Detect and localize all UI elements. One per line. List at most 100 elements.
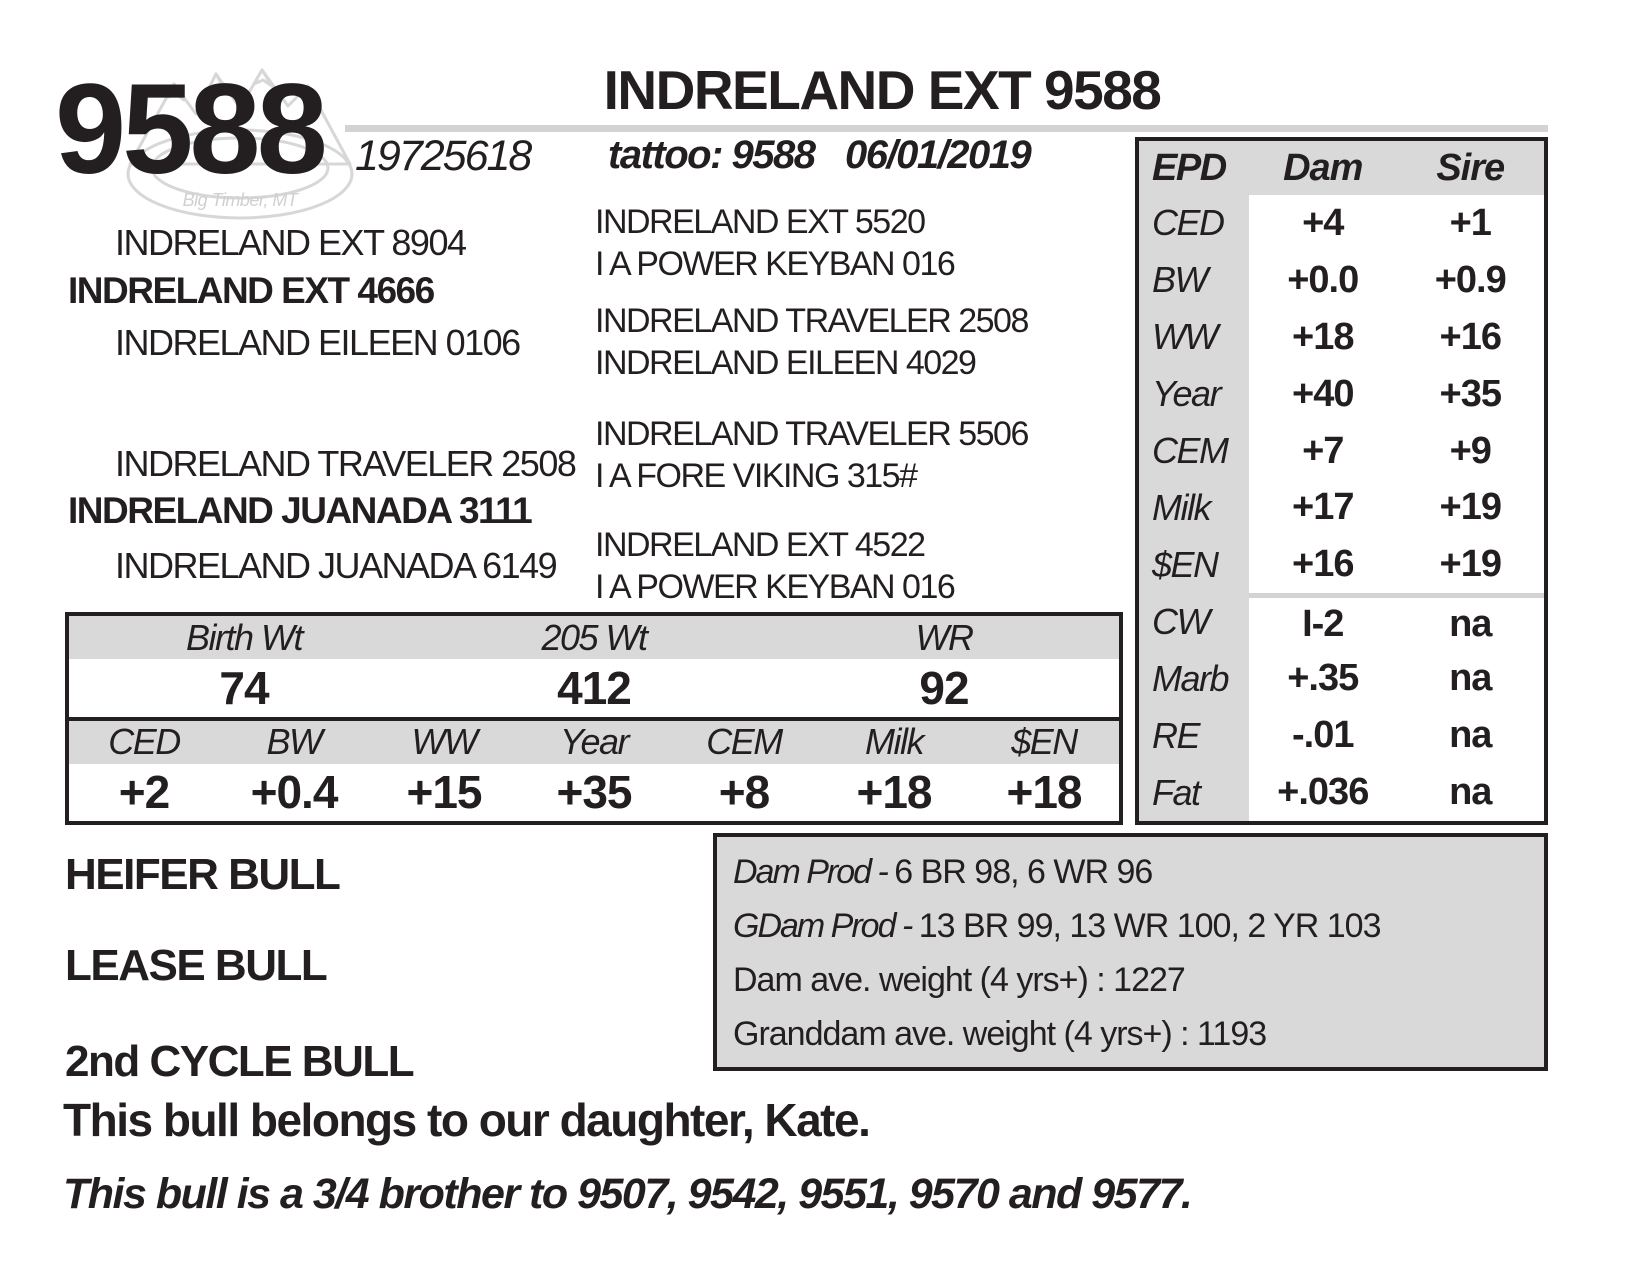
weights-value: 92 — [919, 661, 969, 714]
own-epd-value: +18 — [856, 766, 932, 819]
epd-label: Milk — [1139, 479, 1249, 537]
epd-label: Marb — [1139, 650, 1249, 708]
pedigree-ggp-5: INDRELAND TRAVELER 5506 — [595, 415, 1029, 453]
epd-dam-value: +0.0 — [1287, 258, 1359, 301]
epd-header-sire: Sire — [1396, 141, 1544, 195]
weights-header-row: Birth Wt 205 Wt WR — [69, 616, 1119, 659]
own-epd-value-row: +2 +0.4 +15 +35 +8 +18 +18 — [69, 764, 1119, 822]
epd-dam-value: +18 — [1292, 315, 1354, 358]
epd-row-milk: Milk +17 +19 — [1139, 479, 1544, 537]
pedigree-ggp-4: INDRELAND EILEEN 4029 — [595, 344, 977, 382]
own-epd-header: BW — [266, 721, 324, 762]
epd-dam-value: +40 — [1292, 372, 1354, 415]
pedigree-dam-name: INDRELAND JUANADA 3111 — [68, 490, 533, 531]
own-epd-header: CEM — [706, 721, 783, 762]
epd-dam-value: +.35 — [1287, 657, 1359, 700]
epd-dam-sire-table: EPD Dam Sire CED +4 +1 BW +0.0 +0.9 WW +… — [1135, 137, 1548, 825]
weights-header: 205 Wt — [541, 616, 648, 658]
pedigree-sire-name: INDRELAND EXT 4666 — [68, 270, 435, 311]
tag-heifer-bull: HEIFER BULL — [65, 850, 341, 899]
epd-header-label: EPD — [1139, 141, 1249, 195]
epd-label: Year — [1139, 365, 1249, 423]
epd-row-marb: Marb +.35 na — [1139, 650, 1544, 708]
own-epd-value: +18 — [1006, 766, 1082, 819]
pedigree-ggp-8: I A POWER KEYBAN 016 — [595, 568, 956, 606]
note-brothers: This bull is a 3/4 brother to 9507, 9542… — [63, 1170, 1193, 1218]
epd-dam-value: +.036 — [1277, 771, 1369, 814]
epd-sire-value: +19 — [1439, 543, 1502, 586]
dam-prod-value: 6 BR 98, 6 WR 96 — [894, 853, 1153, 891]
epd-header-dam: Dam — [1249, 141, 1397, 195]
performance-table: Birth Wt 205 Wt WR 74 412 92 CED BW WW Y… — [65, 612, 1123, 825]
birth-date: 06/01/2019 — [845, 133, 1032, 177]
performance-table-divider — [69, 716, 1119, 721]
ranch-logo-watermark: Big Timber, MT — [126, 68, 354, 220]
pedigree-sire-granddam: INDRELAND EILEEN 0106 — [115, 322, 521, 363]
epd-sire-value: +1 — [1449, 201, 1492, 244]
epd-label: WW — [1139, 308, 1249, 366]
epd-sire-value: na — [1449, 714, 1492, 757]
tag-2nd-cycle-bull: 2nd CYCLE BULL — [65, 1037, 415, 1086]
own-epd-header-row: CED BW WW Year CEM Milk $EN — [69, 720, 1119, 764]
pedigree-ggp-3: INDRELAND TRAVELER 2508 — [595, 302, 1029, 340]
dam-production-box: Dam Prod - 6 BR 98, 6 WR 96 GDam Prod - … — [713, 833, 1548, 1071]
epd-row-bw: BW +0.0 +0.9 — [1139, 251, 1544, 309]
epd-row-re: RE -.01 na — [1139, 707, 1544, 765]
weights-value: 74 — [219, 661, 269, 714]
epd-row-fat: Fat +.036 na — [1139, 764, 1544, 821]
granddam-ave-weight-line: Granddam ave. weight (4 yrs+) : 1193 — [733, 1007, 1528, 1061]
own-epd-header: CED — [108, 721, 181, 762]
weights-header: Birth Wt — [185, 616, 304, 658]
own-epd-header: WW — [411, 721, 478, 762]
own-epd-header: $EN — [1011, 721, 1078, 762]
pedigree-ggp-1: INDRELAND EXT 5520 — [595, 203, 926, 241]
epd-label: $EN — [1139, 536, 1249, 594]
epd-label: CEM — [1139, 422, 1249, 480]
gdam-prod-line: GDam Prod - 13 BR 99, 13 WR 100, 2 YR 10… — [733, 899, 1528, 953]
own-epd-value: +15 — [406, 766, 482, 819]
epd-dam-value: +16 — [1292, 543, 1354, 586]
note-ownership: This bull belongs to our daughter, Kate. — [63, 1094, 871, 1146]
epd-sire-value: +35 — [1439, 372, 1502, 415]
epd-label: BW — [1139, 251, 1249, 309]
own-epd-value: +35 — [556, 766, 632, 819]
epd-row-ww: WW +18 +16 — [1139, 308, 1544, 366]
pedigree-ggp-2: I A POWER KEYBAN 016 — [595, 245, 956, 283]
weights-header: WR — [915, 616, 974, 658]
dam-prod-line: Dam Prod - 6 BR 98, 6 WR 96 — [733, 845, 1528, 899]
own-epd-value: +0.4 — [250, 766, 339, 819]
epd-label: RE — [1139, 707, 1249, 765]
epd-table-header-row: EPD Dam Sire — [1139, 141, 1544, 195]
epd-dam-value: +17 — [1292, 486, 1354, 529]
epd-row-cem: CEM +7 +9 — [1139, 422, 1544, 480]
epd-label: CED — [1139, 195, 1249, 252]
epd-sire-value: na — [1449, 657, 1492, 700]
weights-value: 412 — [557, 661, 632, 714]
epd-sire-value: +16 — [1439, 315, 1502, 358]
gdam-prod-value: 13 BR 99, 13 WR 100, 2 YR 103 — [918, 907, 1382, 945]
weights-value-row: 74 412 92 — [69, 659, 1119, 717]
pedigree-dam-grandsire: INDRELAND TRAVELER 2508 — [115, 443, 577, 484]
own-epd-header: Milk — [865, 721, 924, 762]
own-epd-value: +2 — [118, 766, 170, 819]
epd-dam-value: -.01 — [1292, 714, 1354, 757]
lot-number: 9588 — [55, 58, 328, 201]
title-rule — [345, 125, 1548, 132]
epd-sire-value: na — [1449, 771, 1492, 814]
epd-sire-value: +19 — [1439, 486, 1502, 529]
epd-row-ced: CED +4 +1 — [1139, 195, 1544, 252]
epd-label: Fat — [1139, 764, 1249, 821]
logo-caption-text: Big Timber, MT — [183, 190, 300, 210]
pedigree-ggp-6: I A FORE VIKING 315# — [595, 457, 918, 495]
epd-label: CW — [1139, 593, 1249, 651]
pedigree-sire-grandsire: INDRELAND EXT 8904 — [115, 222, 467, 263]
own-epd-header: Year — [559, 721, 630, 762]
epd-dam-value: +4 — [1302, 201, 1344, 244]
pedigree-dam-granddam: INDRELAND JUANADA 6149 — [115, 545, 558, 586]
epd-row-year: Year +40 +35 — [1139, 365, 1544, 423]
registration-number: 19725618 — [355, 132, 532, 180]
page-title: INDRELAND EXT 9588 — [603, 59, 1162, 121]
dam-ave-weight-line: Dam ave. weight (4 yrs+) : 1227 — [733, 953, 1528, 1007]
epd-dam-value: I-2 — [1249, 593, 1397, 650]
